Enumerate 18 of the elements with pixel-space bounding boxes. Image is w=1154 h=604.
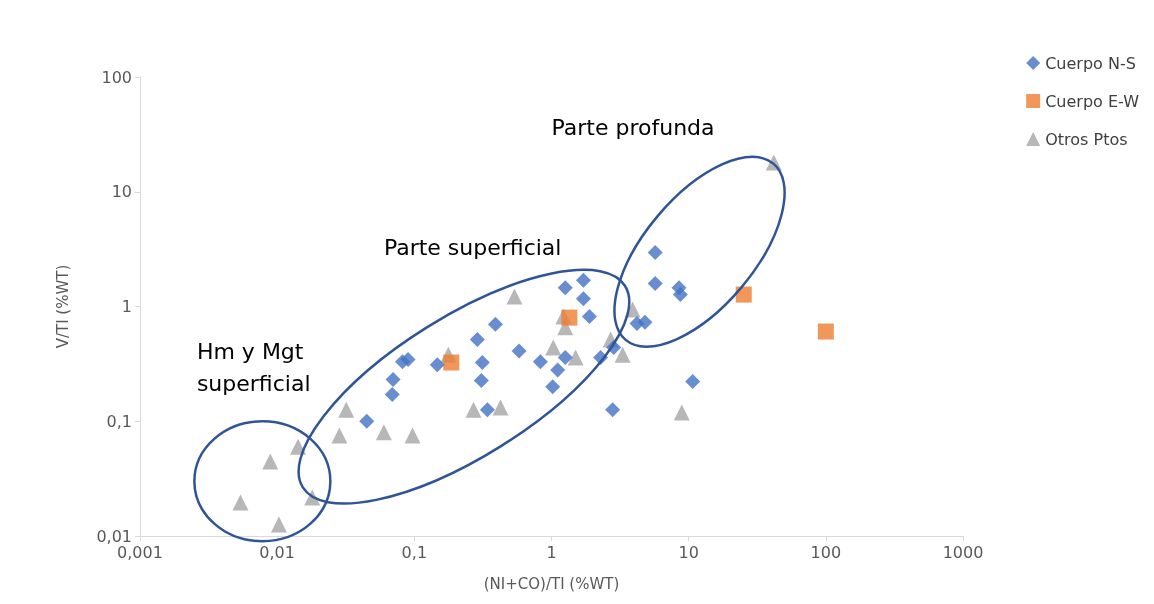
x-axis-title: (NI+CO)/TI (%WT)	[483, 574, 620, 593]
y-tick-label: 10	[111, 182, 132, 202]
x-tick-label: 10	[678, 542, 699, 562]
legend-label: Otros Ptos	[1045, 129, 1128, 149]
x-tick-label: 0,01	[259, 542, 295, 562]
y-tick-label: 100	[101, 67, 132, 87]
y-tick-label: 0,1	[106, 411, 132, 431]
x-tick-label: 1	[546, 542, 557, 562]
legend-label: Cuerpo N-S	[1045, 53, 1136, 73]
annotation: Parte profunda	[551, 113, 715, 142]
x-tick-label: 100	[810, 542, 842, 562]
y-axis-title: V/TI (%WT)	[53, 264, 72, 349]
annotation: Hm y Mgt superficial	[196, 338, 312, 399]
legend-label: Cuerpo E-W	[1045, 91, 1140, 111]
y-tick-label: 1	[121, 297, 132, 316]
x-tick-label: 0,1	[401, 542, 428, 562]
annotation: Parte superficial	[383, 233, 562, 262]
x-tick-label: 1000	[942, 542, 984, 562]
